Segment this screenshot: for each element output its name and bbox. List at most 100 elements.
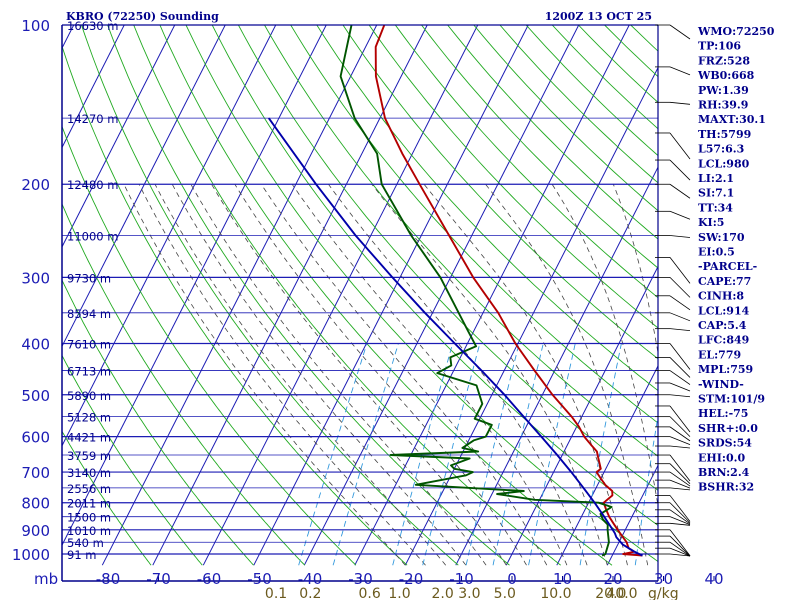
pressure-tick-label: 700: [21, 464, 50, 482]
moist-adiabat-line: [260, 183, 548, 566]
mixing-ratio-line: [465, 343, 520, 566]
temp-tick-label: -40: [298, 570, 323, 588]
moist-adiabat-lines: [123, 183, 658, 566]
isotherm-line: [303, 25, 580, 566]
index-label: CINH:8: [698, 290, 744, 303]
height-tick-label: 540 m: [67, 536, 104, 550]
temp-axis-unit-label: mb: [34, 570, 58, 588]
isotherm-line: [62, 25, 176, 249]
wind-barb-flag: [669, 132, 691, 160]
wind-barb-flag: [669, 277, 691, 298]
dry-adiabat-line: [394, 25, 658, 299]
mixing-ratio-line: [298, 343, 368, 566]
index-label: FRZ:528: [698, 54, 750, 67]
isobar-lines: [62, 24, 658, 555]
index-label: EI:0.5: [698, 246, 735, 259]
index-label: SHR+:0.0: [698, 422, 758, 435]
dry-adiabat-line: [290, 25, 658, 424]
pressure-tick-label: 300: [21, 269, 50, 287]
index-label: WB0:668: [697, 69, 755, 82]
wind-barb-flag: [669, 416, 691, 437]
wind-barb-flag: [669, 463, 691, 484]
wind-barb-flag: [669, 159, 691, 181]
height-tick-label: 1010 m: [67, 524, 111, 538]
moist-adiabat-line: [328, 183, 588, 566]
height-tick-label: 3140 m: [67, 466, 111, 480]
isotherm-line: [0, 13, 29, 565]
height-tick-label: 11000 m: [67, 230, 118, 244]
pressure-tick-label: 400: [21, 335, 50, 353]
index-label: WMO:72250: [697, 25, 775, 38]
sounding-profiles: [268, 25, 643, 557]
isotherm-line: [455, 166, 658, 566]
mixing-ratio-tick-label: 0.2: [299, 586, 321, 600]
wind-barb-flag: [669, 436, 691, 446]
dry-adiabat-line: [420, 25, 658, 269]
moist-adiabat-line: [154, 184, 447, 566]
temp-tick-label: -30: [348, 570, 373, 588]
height-tick-label: 14270 m: [67, 112, 118, 126]
index-label: STM:101/9: [698, 393, 765, 406]
wind-barb-flag: [669, 210, 691, 220]
index-label: EHI:0.0: [698, 451, 745, 464]
mixing-ratio-line: [332, 343, 399, 566]
index-label: LCL:914: [698, 304, 750, 317]
height-tick-label: 2556 m: [67, 482, 111, 496]
height-tick-label: 5890 m: [67, 389, 111, 403]
mixing-ratio-line: [528, 343, 576, 566]
mixing-ratio-tick-label: 0.1: [265, 586, 287, 600]
mixing-ratio-line: [634, 413, 658, 566]
dry-adiabat-line: [62, 44, 408, 566]
isotherm-line: [152, 25, 428, 566]
isotherm-lines: [0, 13, 658, 566]
dry-adiabat-line: [62, 125, 357, 566]
height-tick-label: 91 m: [67, 548, 97, 562]
mixing-ratio-lines: [298, 343, 658, 566]
moist-adiabat-line: [211, 183, 507, 566]
temp-tick-label: -10: [449, 570, 474, 588]
height-tick-label: 9730 m: [67, 271, 111, 285]
parcel-profile-line: [268, 117, 643, 557]
mixing-ratio-tick-label: 2.0: [432, 586, 454, 600]
temp-tick-label: -80: [96, 570, 121, 588]
pressure-tick-label: 500: [21, 387, 50, 405]
pressure-tick-label: 200: [21, 176, 50, 194]
pressure-tick-label: 900: [21, 522, 50, 540]
mixing-ratio-unit: g/kg: [648, 586, 679, 600]
mixing-ratio-line: [422, 343, 481, 566]
index-label: CAP:5.4: [698, 319, 747, 332]
moist-adiabat-line: [291, 183, 568, 566]
dry-adiabat-line: [748, 13, 800, 565]
index-label: RH:39.9: [698, 99, 748, 112]
moist-adiabat-line: [138, 184, 426, 566]
moist-adiabat-line: [190, 183, 487, 566]
moist-adiabat-line: [171, 184, 467, 566]
wind-barb-column: [655, 24, 691, 557]
isotherm-line: [556, 364, 658, 566]
temp-tick-label: 30: [654, 570, 673, 588]
wind-barb-flag: [669, 405, 691, 433]
isotherm-line: [354, 25, 630, 566]
temperature-axis: mb -80 -70 -60 -50 -40 -30 -20 -10 0 10 20 30 40: [34, 570, 724, 588]
moist-adiabat-line: [234, 183, 527, 566]
wind-barb-flag: [669, 471, 691, 487]
moist-adiabat-line: [485, 183, 649, 566]
index-label: LI:2.1: [698, 172, 734, 185]
dry-adiabat-line: [368, 25, 658, 329]
isotherm-line: [606, 464, 658, 566]
mixing-ratio-tick-label: 20.0: [595, 586, 626, 600]
height-tick-label: 3759 m: [67, 449, 111, 463]
height-tick-label: 2011 m: [67, 497, 111, 511]
height-tick-label: 4421 m: [67, 431, 111, 445]
wind-barb-flag: [669, 370, 691, 385]
mixing-ratio-line: [392, 343, 454, 566]
wind-barb-flag: [669, 101, 691, 105]
moist-adiabat-line: [423, 183, 628, 566]
index-label: SRDS:54: [698, 437, 752, 450]
index-label: BSHR:32: [698, 481, 754, 494]
moist-adiabat-line: [371, 183, 608, 566]
index-label: TH:5799: [698, 128, 751, 141]
height-tick-label: 7610 m: [67, 337, 111, 351]
dry-adiabat-line: [62, 354, 203, 566]
temp-tick-label: 10: [553, 570, 572, 588]
